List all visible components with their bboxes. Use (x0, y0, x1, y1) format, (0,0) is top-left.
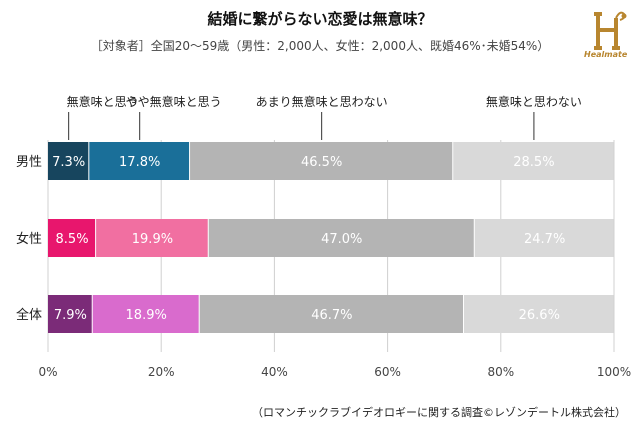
data-label: 7.9% (54, 308, 87, 323)
x-tick-label: 40% (261, 365, 288, 379)
data-label: 28.5% (513, 155, 554, 170)
legend-label: 無意味と思わない (486, 94, 582, 109)
bar-segment (190, 142, 453, 180)
category-label: 男性 (16, 155, 42, 170)
bar-segment (199, 295, 464, 333)
bar-segment (48, 295, 92, 333)
bar-segment (89, 142, 190, 180)
bar-segment (464, 295, 614, 333)
chart-subtitle: ［対象者］全国20～59歳（男性：2,000人、女性：2,000人、既婚46%･… (90, 39, 550, 53)
data-label: 26.6% (519, 308, 560, 323)
data-label: 17.8% (119, 155, 160, 170)
bar-segment (96, 219, 208, 257)
legend-label: 無意味と思う (67, 94, 139, 109)
legend-label: やや無意味と思う (126, 94, 222, 109)
bar-segment (453, 142, 614, 180)
data-label: 47.0% (321, 232, 362, 247)
bar-segment (208, 219, 474, 257)
data-label: 7.3% (52, 155, 85, 170)
logo-text: Healmate (584, 50, 628, 59)
legend-label: あまり無意味と思わない (256, 94, 388, 109)
data-label: 18.9% (126, 308, 167, 323)
data-label: 8.5% (56, 232, 89, 247)
healmate-logo (594, 11, 627, 50)
x-tick-label: 60% (374, 365, 401, 379)
category-label: 全体 (16, 307, 42, 323)
bar-segment (48, 142, 89, 180)
chart-title: 結婚に繋がらない恋愛は無意味？ (207, 10, 433, 28)
source-note: （ロマンチックラブイデオロギーに関する調査©レゾンデートル株式会社） (252, 406, 626, 419)
x-tick-label: 100% (597, 365, 631, 379)
x-tick-label: 0% (38, 365, 57, 379)
data-label: 19.9% (132, 232, 173, 247)
x-tick-label: 80% (487, 365, 514, 379)
bar-segment (92, 295, 199, 333)
data-label: 46.7% (311, 308, 352, 323)
bar-segment (474, 219, 614, 257)
data-label: 24.7% (524, 232, 565, 247)
category-label: 女性 (16, 231, 42, 247)
data-label: 46.5% (301, 155, 342, 170)
x-tick-label: 20% (148, 365, 175, 379)
bar-segment (48, 219, 96, 257)
